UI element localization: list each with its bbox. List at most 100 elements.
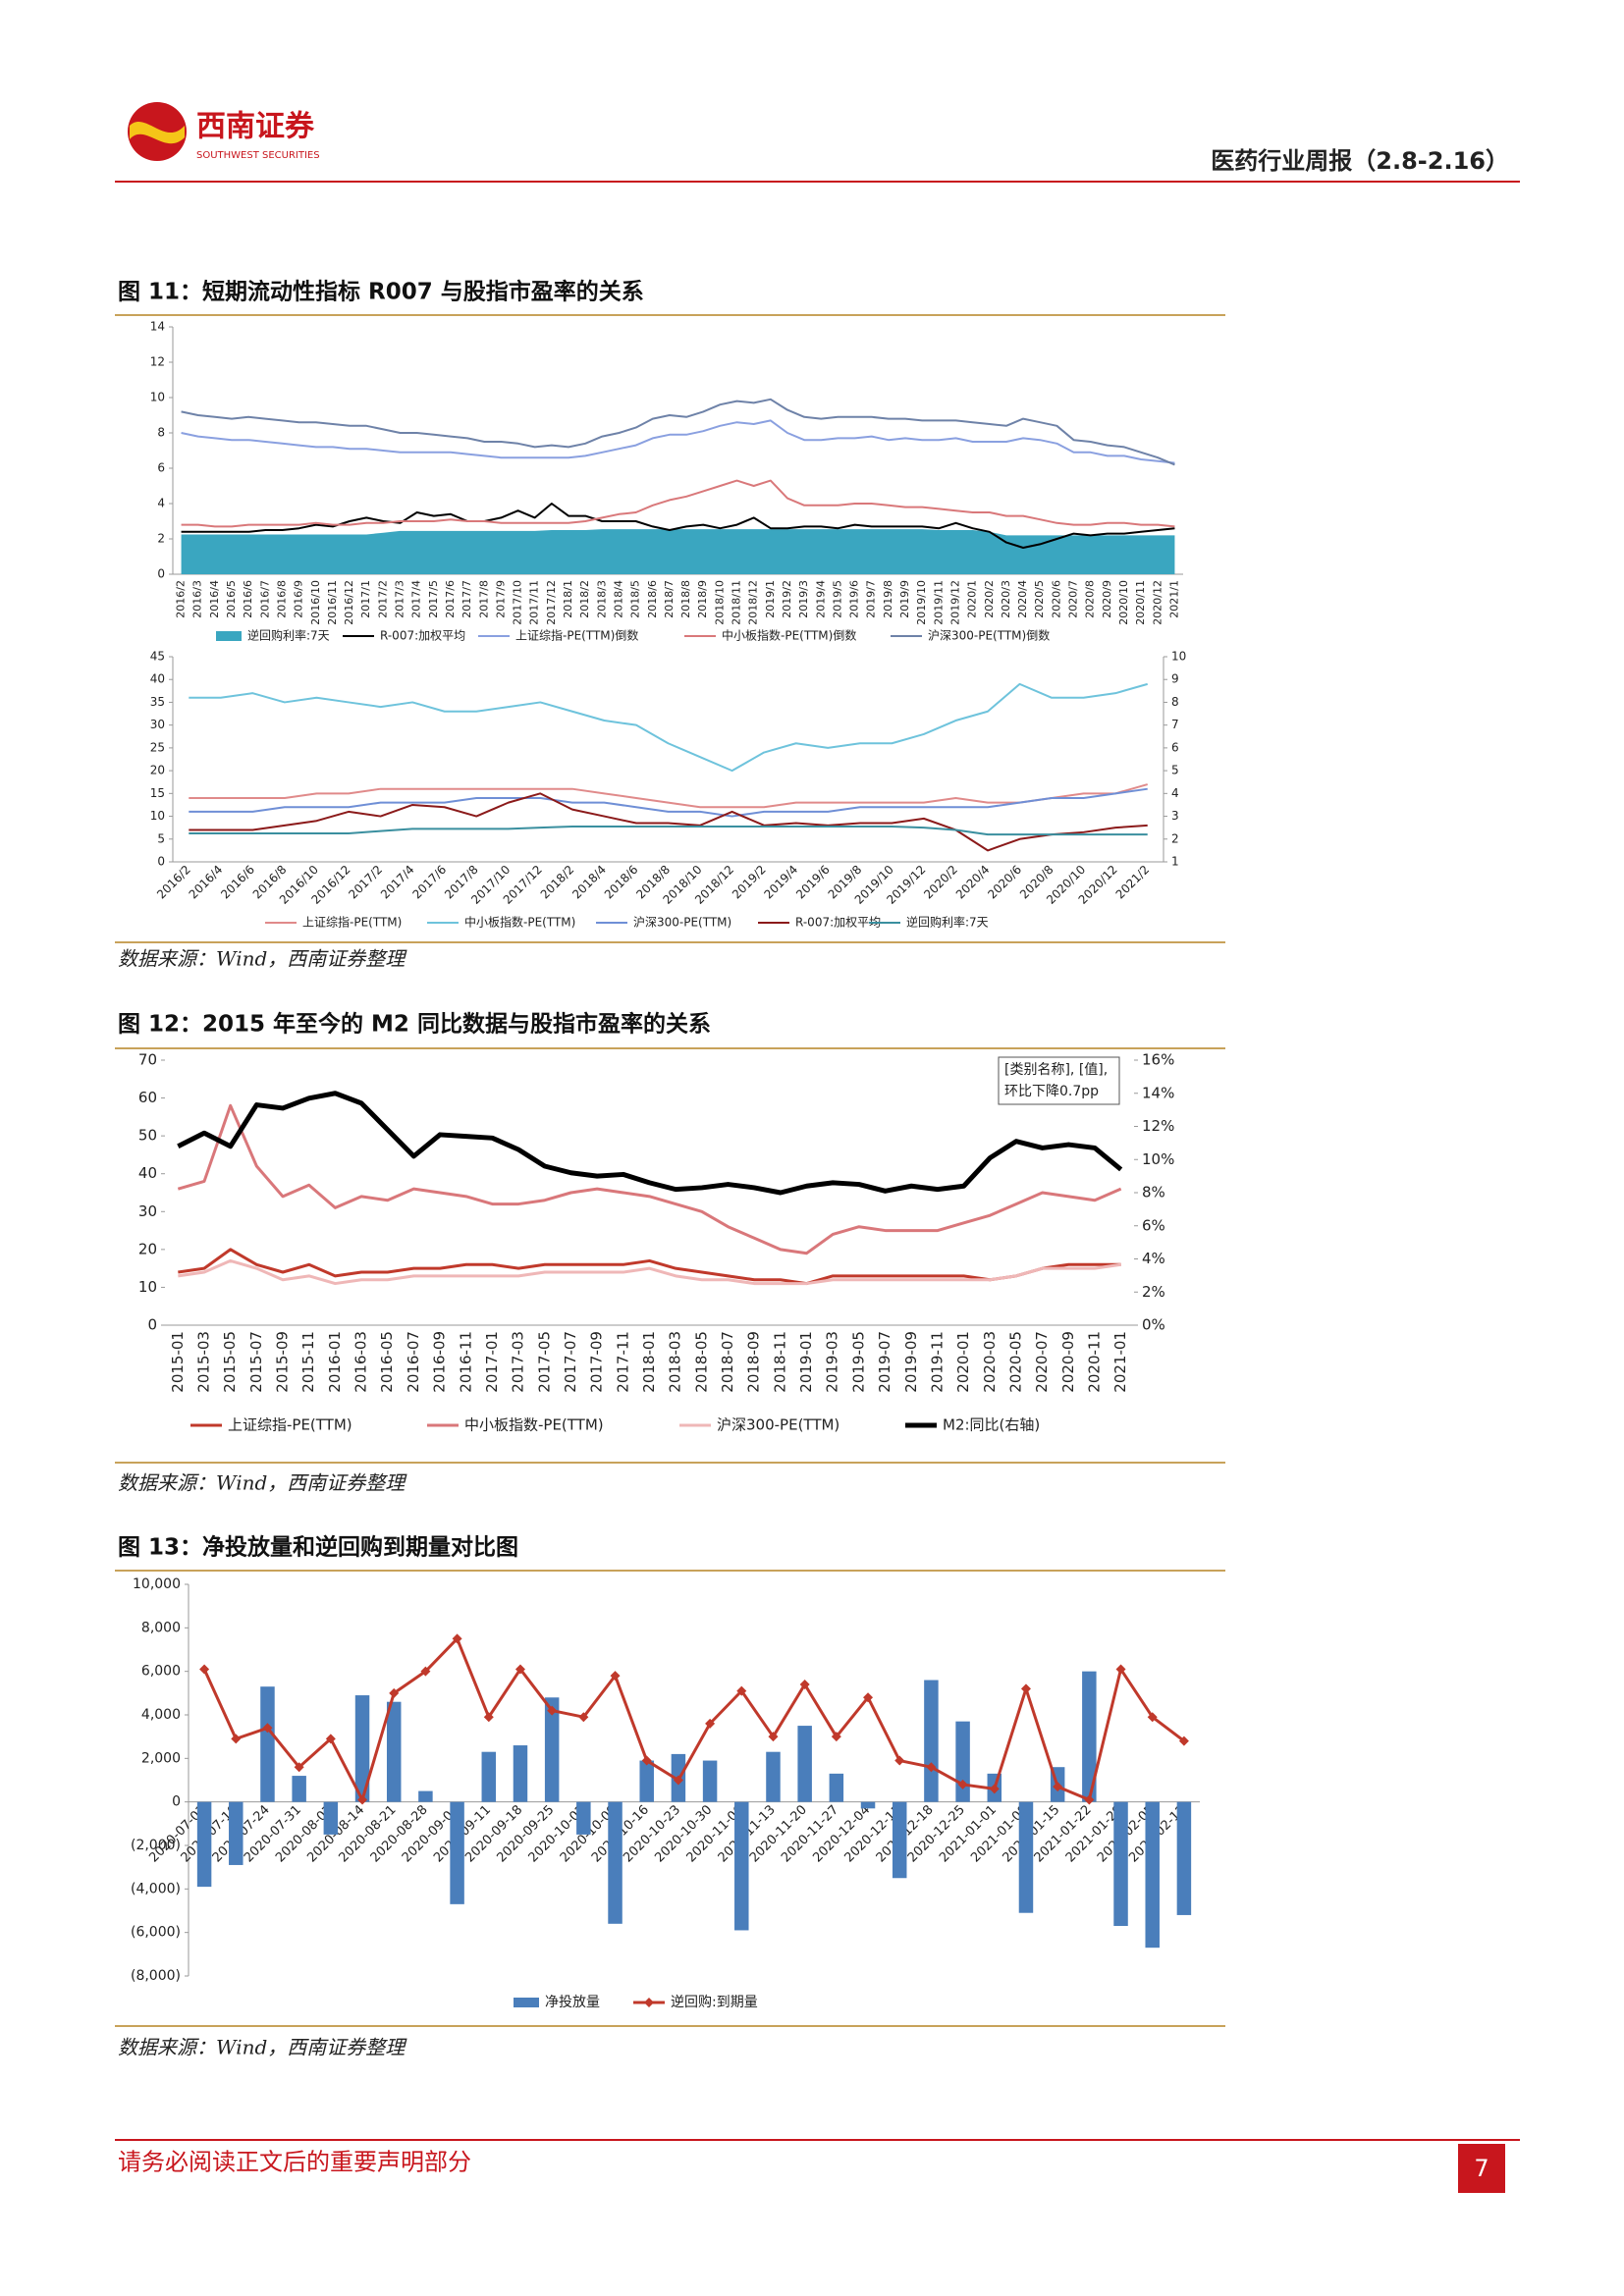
annotation-box — [998, 1056, 1120, 1105]
marker — [262, 1723, 273, 1734]
logo-name: 西南证券 — [196, 110, 315, 144]
line — [181, 419, 1175, 464]
x-tick-label: 2016/8 — [275, 580, 288, 618]
x-tick-label: 2019/12 — [948, 580, 961, 625]
x-tick-label: 2016/5 — [225, 580, 238, 618]
x-tick-label: 2016/11 — [326, 580, 339, 625]
bar — [1145, 1801, 1160, 1949]
x-tick-label: 2019-01 — [797, 1331, 815, 1393]
legend-marker — [644, 1998, 654, 2007]
y2-tick-label: 14% — [1142, 1084, 1174, 1101]
y-tick-label: 30 — [138, 1202, 157, 1220]
y-tick-label: 0 — [172, 1794, 181, 1810]
bar — [354, 1695, 370, 1802]
logo-subtitle: SOUTHWEST SECURITIES — [196, 150, 320, 161]
marker — [736, 1685, 747, 1696]
x-tick-label: 2019/7 — [865, 580, 878, 618]
x-tick-label: 2017/2 — [376, 580, 389, 618]
x-tick-label: 2019-03 — [824, 1331, 841, 1393]
marker — [705, 1718, 716, 1729]
y2-tick-label: 5 — [1171, 764, 1179, 777]
marker — [1053, 1782, 1063, 1792]
legend-label: 沪深300-PE(TTM) — [717, 1416, 839, 1434]
figure-caption: 图 13：净投放量和逆回购到期量对比图 — [118, 1534, 518, 1561]
x-tick-label: 2016/6 — [218, 863, 257, 902]
x-tick-label: 2017/10 — [512, 580, 524, 625]
y-tick-label: 8 — [157, 426, 165, 440]
bar — [323, 1801, 339, 1835]
x-tick-label: 2016/10 — [309, 580, 322, 625]
marker — [452, 1633, 462, 1644]
y-tick-label: 8,000 — [141, 1620, 181, 1635]
legend-swatch — [216, 631, 242, 641]
line — [181, 503, 1175, 549]
x-tick-label: 2017-01 — [483, 1331, 501, 1393]
x-tick-label: 2018-01 — [640, 1331, 658, 1393]
x-tick-label: 2015-05 — [221, 1331, 239, 1393]
y-tick-label: 14 — [150, 320, 165, 334]
y2-tick-label: 6% — [1142, 1216, 1165, 1234]
x-tick-label: 2015-03 — [195, 1331, 213, 1393]
x-tick-label: 2016/2 — [175, 580, 188, 618]
bar — [639, 1760, 654, 1802]
y2-tick-label: 10% — [1142, 1150, 1174, 1168]
x-tick-label: 2016-09 — [431, 1331, 449, 1393]
bar — [797, 1726, 812, 1802]
y-tick-label: 0 — [157, 567, 165, 581]
marker — [768, 1732, 779, 1742]
y2-tick-label: 16% — [1142, 1051, 1174, 1069]
x-tick-label: 2016-07 — [405, 1331, 422, 1393]
legend-label: 上证综指-PE(TTM)倒数 — [515, 628, 638, 643]
x-tick-label: 2018/6 — [602, 863, 641, 902]
y2-tick-label: 8% — [1142, 1184, 1165, 1201]
x-tick-label: 2020/2 — [983, 580, 996, 618]
figure-source: 数据来源：Wind，西南证券整理 — [118, 1471, 407, 1495]
y-tick-label: 25 — [150, 740, 165, 754]
x-tick-label: 2019/8 — [882, 580, 894, 618]
figure-caption: 图 12：2015 年至今的 M2 同比数据与股指市盈率的关系 — [118, 1011, 711, 1038]
line — [189, 682, 1149, 773]
y-tick-label: (8,000) — [131, 1968, 181, 1984]
x-tick-label: 2020-07 — [1033, 1331, 1051, 1393]
x-tick-label: 2018/8 — [679, 580, 692, 618]
y-tick-label: 4 — [157, 497, 165, 510]
x-tick-label: 2017/5 — [427, 580, 440, 618]
x-tick-label: 2018/6 — [646, 580, 659, 618]
x-tick-label: 2016/9 — [293, 580, 305, 618]
x-tick-label: 2016-01 — [326, 1331, 344, 1393]
x-tick-label: 2016/12 — [343, 580, 355, 625]
x-tick-label: 2017/9 — [494, 580, 507, 618]
x-tick-label: 2019/1 — [764, 580, 777, 618]
x-tick-label: 2020/6 — [985, 863, 1024, 902]
y-tick-label: 35 — [150, 695, 165, 709]
x-tick-label: 2021/2 — [1113, 863, 1153, 902]
x-tick-label: 2017/1 — [359, 580, 372, 618]
x-tick-label: 2017/4 — [410, 580, 423, 618]
bar — [418, 1790, 433, 1802]
y-tick-label: (2,000) — [131, 1838, 181, 1853]
bar — [734, 1801, 749, 1931]
x-tick-label: 2019/4 — [814, 580, 827, 618]
x-tick-label: 2017-05 — [535, 1331, 553, 1393]
x-tick-label: 2019-09 — [902, 1331, 920, 1393]
x-tick-label: 2016/7 — [258, 580, 271, 618]
legend-label: 沪深300-PE(TTM)倒数 — [928, 628, 1050, 643]
x-tick-label: 2020/10 — [1117, 580, 1130, 625]
y-tick-label: 60 — [138, 1089, 157, 1106]
logo: 西南证券 SOUTHWEST SECURITIES — [128, 102, 320, 161]
legend-label: R-007:加权平均 — [380, 629, 465, 643]
footer-disclaimer: 请务必阅读正文后的重要声明部分 — [118, 2149, 471, 2176]
y-tick-label: 4,000 — [141, 1707, 181, 1723]
figure-source: 数据来源：Wind，西南证券整理 — [118, 2036, 407, 2059]
x-tick-label: 2015-01 — [169, 1331, 187, 1393]
bar — [229, 1801, 244, 1865]
x-tick-label: 2019/5 — [831, 580, 843, 618]
bar — [481, 1751, 497, 1802]
y-tick-label: 2,000 — [141, 1750, 181, 1766]
bar — [766, 1751, 781, 1802]
bar — [1113, 1801, 1128, 1927]
x-tick-label: 2020-09 — [1059, 1331, 1077, 1393]
x-tick-label: 2017-09 — [588, 1331, 606, 1393]
line — [181, 479, 1175, 528]
